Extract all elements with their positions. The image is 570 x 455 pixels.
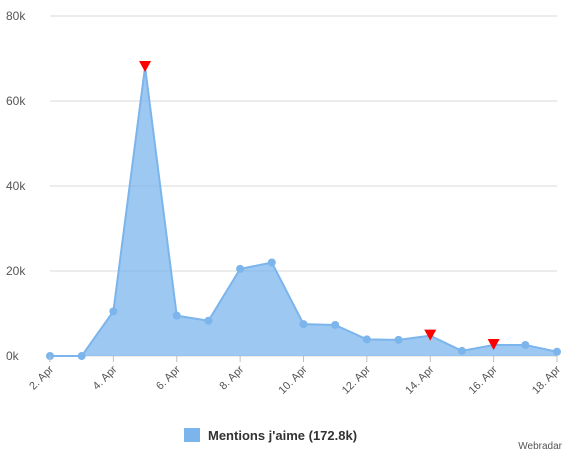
data-point-marker: [487, 338, 500, 350]
series: [46, 61, 561, 360]
x-tick-label: 18. Apr: [530, 363, 563, 396]
series-area: [50, 67, 557, 356]
data-point: [362, 335, 371, 344]
legend[interactable]: Mentions j'aime (172.8k): [184, 428, 357, 443]
x-axis: 2. Apr 4. Apr 6. Apr 8. Apr 10. Apr 12. Apr 14…: [27, 356, 563, 397]
x-tick-label: 8. Apr: [217, 363, 246, 392]
legend-swatch: [184, 428, 200, 442]
y-tick-label: 40k: [6, 179, 26, 193]
data-point: [331, 320, 340, 329]
data-point: [109, 307, 118, 316]
data-point: [521, 340, 530, 349]
x-tick-label: 4. Apr: [91, 363, 120, 392]
data-point: [77, 352, 86, 360]
y-axis: 0k 20k 40k 60k 80k: [6, 9, 26, 363]
y-tick-label: 0k: [6, 349, 20, 363]
x-tick-label: 14. Apr: [403, 363, 436, 396]
legend-label[interactable]: Mentions j'aime (172.8k): [208, 428, 357, 443]
y-tick-label: 20k: [6, 264, 26, 278]
data-point: [394, 335, 403, 344]
data-point-marker: [139, 61, 152, 72]
data-point: [267, 258, 276, 267]
data-point: [457, 346, 466, 355]
data-point: [172, 311, 181, 320]
data-point: [204, 316, 213, 325]
x-tick-label: 2. Apr: [27, 363, 56, 392]
data-point-marker: [424, 329, 437, 341]
x-tick-label: 16. Apr: [467, 363, 500, 396]
data-point: [236, 264, 245, 273]
x-tick-label: 6. Apr: [154, 363, 183, 392]
x-tick-label: 12. Apr: [340, 363, 373, 396]
data-point: [553, 347, 561, 356]
data-point: [299, 320, 308, 329]
y-tick-label: 60k: [6, 94, 26, 108]
credit-label: Webradar: [518, 441, 562, 452]
x-tick-label: 10. Apr: [276, 363, 309, 396]
y-tick-label: 80k: [6, 9, 26, 23]
